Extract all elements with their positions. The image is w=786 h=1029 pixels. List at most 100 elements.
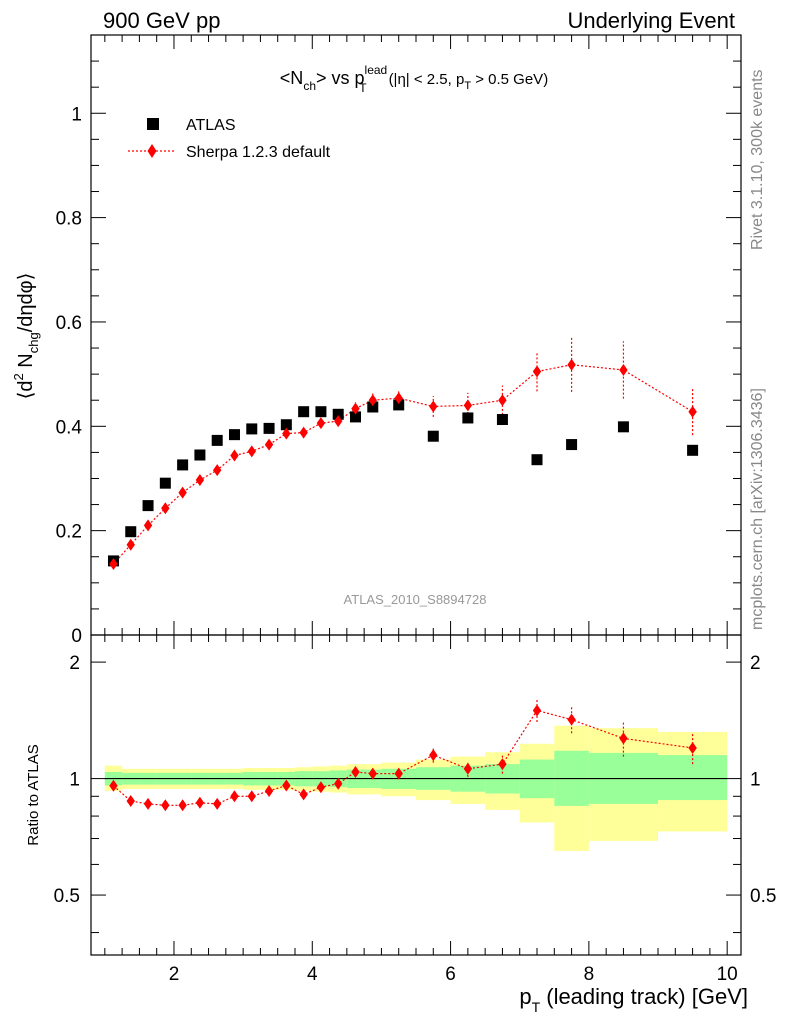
sherpa-point <box>264 438 274 451</box>
y-tick-label-right: 2 <box>750 653 761 674</box>
rivet-label: Rivet 3.1.10, 300k events <box>749 69 766 250</box>
ratio-point <box>498 758 507 771</box>
legend-atlas-marker <box>147 118 159 130</box>
y-tick-label: 0.2 <box>56 522 82 543</box>
ratio-point <box>299 788 308 801</box>
sherpa-point <box>247 445 256 458</box>
ratio-frame <box>90 634 742 956</box>
y-tick-label: 0.8 <box>56 209 82 230</box>
main-data <box>107 337 699 571</box>
atlas-point <box>393 399 405 411</box>
x-tick-label: 10 <box>717 964 738 985</box>
sherpa-point <box>532 365 542 378</box>
atlas-point <box>194 449 206 461</box>
sherpa-line <box>113 364 693 565</box>
ratio-point <box>126 795 135 808</box>
legend-atlas-label: ATLAS <box>186 117 236 134</box>
x-tick-label: 2 <box>169 964 180 985</box>
atlas-point <box>159 477 171 489</box>
sherpa-point <box>195 474 205 487</box>
sherpa-point <box>109 558 118 571</box>
ratio-xlabel: pT (leading track) [GeV] <box>519 984 748 1015</box>
ratio-point <box>316 781 326 794</box>
sherpa-point <box>126 538 135 551</box>
x-tick-label: 8 <box>584 964 595 985</box>
ratio-point <box>688 741 697 754</box>
atlas-point <box>367 401 379 413</box>
x-tick-label: 6 <box>445 964 456 985</box>
atlas-point <box>125 526 137 538</box>
atlas-point <box>332 408 344 420</box>
legend: ATLAS Sherpa 1.2.3 default <box>128 117 331 161</box>
header-right: Underlying Event <box>567 8 735 33</box>
sherpa-point <box>351 402 360 415</box>
sherpa-point <box>429 400 438 413</box>
sherpa-point <box>368 394 377 407</box>
y-tick-label: 2 <box>69 653 80 674</box>
y-tick-label: 0.4 <box>56 417 83 438</box>
atlas-point <box>246 423 258 435</box>
ratio-data <box>109 699 697 812</box>
ratio-point <box>282 779 291 792</box>
sherpa-point <box>567 358 576 371</box>
ratio-point <box>109 779 118 792</box>
legend-sherpa-marker <box>147 144 157 158</box>
main-panel: 0 0.2 0.4 0.6 0.8 1 <Nch> vs plead T (|η| < 2.5… <box>11 34 742 647</box>
ratio-point <box>247 790 256 803</box>
atlas-point <box>687 444 699 456</box>
y-tick-label: 0 <box>71 626 82 647</box>
sherpa-point <box>178 486 187 499</box>
ratio-point <box>334 777 343 790</box>
y-tick-label: 1 <box>69 770 80 791</box>
atlas-point <box>427 430 439 442</box>
ratio-point <box>394 767 403 780</box>
legend-sherpa-label: Sherpa 1.2.3 default <box>186 144 331 161</box>
ratio-point <box>351 765 360 778</box>
ratio-point <box>264 784 274 797</box>
y-tick-label: 0.6 <box>56 313 82 334</box>
ratio-ylabel: Ratio to ATLAS <box>25 744 42 845</box>
atlas-point <box>211 434 223 446</box>
ratio-point <box>463 762 473 775</box>
atlas-point <box>617 421 629 433</box>
atlas-point <box>566 439 578 451</box>
main-title: <Nch> vs plead T (|η| < 2.5, pT > 0.5 GeV) <box>280 63 548 95</box>
ratio-point <box>212 797 222 810</box>
main-ylabel: ⟨d2 Nchg/dηdφ⟩ <box>11 273 41 400</box>
atlas-point <box>142 500 154 512</box>
mcplots-label: mcplots.cern.ch [arXiv:1306.3436] <box>749 388 766 630</box>
atlas-point <box>177 459 189 471</box>
sherpa-point <box>143 519 153 532</box>
ratio-bands <box>104 725 728 851</box>
atlas-point <box>280 419 292 431</box>
ratio-panel: 2 4 6 8 10 0.5 0.5 1 1 2 2 Ratio to ATLAS pT (lead… <box>25 634 776 1015</box>
atlas-point <box>462 412 474 424</box>
ratio-point <box>532 704 542 717</box>
sherpa-point <box>299 426 308 439</box>
ratio-point <box>143 797 153 810</box>
ratio-point <box>178 799 187 812</box>
sherpa-point <box>498 394 507 407</box>
ratio-point <box>429 749 438 762</box>
sherpa-point <box>394 392 403 405</box>
sherpa-point <box>463 399 473 412</box>
y-tick-label: 1 <box>71 104 82 125</box>
sherpa-point <box>161 502 170 515</box>
atlas-point <box>298 406 310 418</box>
ratio-point <box>195 796 205 809</box>
ratio-point <box>230 790 239 803</box>
analysis-watermark: ATLAS_2010_S8894728 <box>344 592 487 607</box>
atlas-point <box>496 414 508 426</box>
ratio-ticks: 2 4 6 8 10 0.5 0.5 1 1 2 2 <box>54 635 776 985</box>
ratio-point <box>161 799 170 812</box>
sherpa-point <box>212 464 222 477</box>
y-tick-label-right: 0.5 <box>750 886 776 907</box>
atlas-point <box>228 429 240 441</box>
y-tick-label-right: 1 <box>750 770 761 791</box>
atlas-point <box>349 411 361 423</box>
header-left: 900 GeV pp <box>103 8 220 33</box>
sherpa-point <box>334 415 343 428</box>
atlas-point <box>315 406 327 418</box>
ratio-point <box>567 713 576 726</box>
